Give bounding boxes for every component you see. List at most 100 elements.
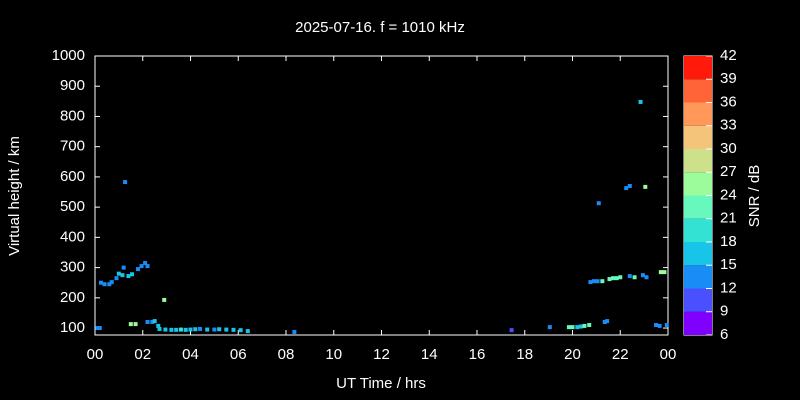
chart-title: 2025-07-16. f = 1010 kHz: [295, 19, 465, 36]
data-point: [116, 271, 121, 276]
data-point: [152, 319, 157, 324]
y-axis-label: Virtual height / km: [6, 136, 23, 256]
x-tick-label: 14: [421, 346, 438, 363]
data-point: [292, 329, 297, 334]
data-point: [133, 322, 138, 327]
y-tick-label: 400: [60, 228, 85, 245]
data-point: [169, 327, 174, 332]
data-point: [120, 273, 125, 278]
data-point: [618, 275, 623, 280]
data-point: [135, 267, 140, 272]
data-point: [582, 323, 587, 328]
y-tick-label: 300: [60, 259, 85, 276]
data-point: [205, 327, 210, 332]
x-tick-label: 08: [278, 346, 295, 363]
colorbar-tick-label: 12: [720, 279, 737, 296]
colorbar-band: [684, 125, 712, 149]
data-point: [602, 320, 607, 325]
colorbar-band: [684, 195, 712, 219]
data-point: [575, 325, 580, 330]
data-point: [664, 323, 669, 328]
data-point: [143, 261, 148, 266]
x-tick-label: 06: [230, 346, 247, 363]
y-tick-label: 100: [60, 319, 85, 336]
data-point: [587, 323, 592, 328]
data-point: [183, 327, 188, 332]
data-point: [657, 323, 662, 328]
x-tick-label: 04: [182, 346, 199, 363]
data-point: [102, 282, 107, 287]
data-point: [188, 327, 193, 332]
x-tick-label: 02: [134, 346, 151, 363]
colorbar-tick-label: 21: [720, 210, 737, 227]
data-point: [162, 297, 167, 302]
colorbar-tick-label: 6: [720, 326, 728, 343]
colorbar-band: [684, 311, 712, 335]
colorbar-band: [684, 288, 712, 312]
colorbar-band: [684, 56, 712, 80]
colorbar-tick-label: 24: [720, 186, 737, 203]
data-point: [156, 323, 161, 328]
data-point: [509, 328, 514, 333]
data-point: [193, 327, 198, 332]
colorbar-band: [684, 242, 712, 266]
x-tick-label: 00: [660, 346, 677, 363]
x-tick-label: 16: [469, 346, 486, 363]
colorbar-tick-label: 39: [720, 70, 737, 87]
data-point: [109, 280, 114, 285]
colorbar-band: [684, 172, 712, 196]
data-point: [578, 324, 583, 329]
data-point: [130, 272, 135, 277]
data-point: [611, 276, 616, 281]
data-point: [107, 282, 112, 287]
data-point: [570, 325, 575, 330]
data-point: [97, 326, 102, 331]
y-tick-label: 800: [60, 107, 85, 124]
data-point: [217, 327, 222, 332]
colorbar-tick-label: 42: [720, 47, 737, 64]
colorbar-tick-label: 30: [720, 140, 737, 157]
data-point: [212, 327, 217, 332]
data-point: [624, 186, 629, 191]
data-point: [174, 327, 179, 332]
data-point: [224, 327, 229, 332]
data-point: [632, 275, 637, 280]
data-point: [238, 328, 243, 333]
data-point: [145, 264, 150, 269]
data-point: [588, 280, 593, 285]
y-tick-label: 700: [60, 138, 85, 155]
colorbar-tick-label: 27: [720, 163, 737, 180]
data-point: [600, 279, 605, 284]
data-point: [163, 327, 168, 332]
colorbar-band: [684, 265, 712, 289]
colorbar-band: [684, 149, 712, 173]
data-point: [658, 270, 663, 275]
x-tick-label: 18: [516, 346, 533, 363]
data-point: [145, 320, 150, 325]
colorbar-band: [684, 79, 712, 103]
y-tick-label: 900: [60, 77, 85, 94]
data-point: [95, 326, 100, 331]
x-tick-label: 12: [373, 346, 390, 363]
colorbar-tick-label: 18: [720, 233, 737, 250]
colorbar-band: [684, 218, 712, 242]
colorbar-tick-label: 36: [720, 93, 737, 110]
data-point: [662, 270, 667, 275]
data-point: [596, 201, 601, 206]
data-point: [591, 279, 596, 284]
data-point: [98, 280, 103, 285]
data-point: [627, 274, 632, 279]
data-point: [126, 274, 131, 279]
x-tick-label: 22: [612, 346, 629, 363]
data-point: [114, 276, 119, 281]
data-point: [627, 183, 632, 188]
data-point: [595, 279, 600, 284]
data-point: [654, 323, 659, 328]
x-tick-label: 20: [564, 346, 581, 363]
data-point: [139, 264, 144, 269]
data-point: [178, 327, 183, 332]
y-tick-label: 500: [60, 198, 85, 215]
data-point: [614, 276, 619, 281]
